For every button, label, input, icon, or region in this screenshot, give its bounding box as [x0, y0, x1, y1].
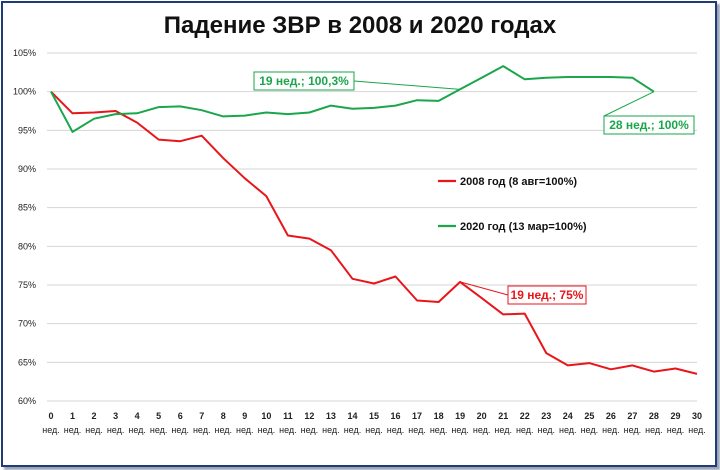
x-tick-label: 6 [178, 411, 183, 421]
x-tick-label: 19 [455, 411, 465, 421]
y-tick-label: 105% [13, 48, 36, 58]
x-tick-unit: нед. [322, 425, 340, 435]
x-tick-label: 5 [156, 411, 161, 421]
x-tick-unit: нед. [42, 425, 60, 435]
y-tick-label: 80% [18, 241, 36, 251]
x-tick-unit: нед. [516, 425, 534, 435]
callout-box [507, 285, 587, 305]
x-tick-unit: нед. [645, 425, 663, 435]
y-tick-label: 85% [18, 203, 36, 213]
x-tick-label: 20 [477, 411, 487, 421]
x-tick-unit: нед. [602, 425, 620, 435]
callout-label: 28 нед.; 100% [609, 118, 689, 132]
x-tick-label: 0 [48, 411, 53, 421]
legend-label: 2008 год (8 авг=100%) [460, 176, 577, 188]
x-tick-label: 11 [283, 411, 293, 421]
callout-leader [603, 91, 655, 117]
y-tick-label: 90% [18, 164, 36, 174]
x-tick-label: 2 [92, 411, 97, 421]
x-tick-label: 22 [520, 411, 530, 421]
x-tick-unit: нед. [107, 425, 125, 435]
x-tick-unit: нед. [258, 425, 276, 435]
x-tick-label: 10 [261, 411, 271, 421]
callout-label: 19 нед.; 100,3% [259, 74, 349, 88]
x-tick-unit: нед. [451, 425, 469, 435]
callout-box [253, 71, 355, 91]
x-tick-label: 4 [135, 411, 140, 421]
series-line-2008 [50, 90, 698, 375]
x-tick-label: 1 [70, 411, 75, 421]
x-tick-label: 9 [242, 411, 247, 421]
x-tick-label: 14 [347, 411, 357, 421]
x-tick-unit: нед. [624, 425, 642, 435]
x-tick-unit: нед. [344, 425, 362, 435]
x-tick-label: 3 [113, 411, 118, 421]
x-tick-label: 17 [412, 411, 422, 421]
x-tick-unit: нед. [279, 425, 297, 435]
x-tick-label: 21 [498, 411, 508, 421]
x-tick-unit: нед. [667, 425, 685, 435]
x-tick-unit: нед. [408, 425, 426, 435]
x-tick-label: 7 [199, 411, 204, 421]
callout-label: 19 нед.; 75% [511, 288, 584, 302]
x-tick-label: 26 [606, 411, 616, 421]
x-tick-label: 15 [369, 411, 379, 421]
x-tick-label: 13 [326, 411, 336, 421]
callout-box [603, 115, 695, 135]
x-tick-unit: нед. [559, 425, 577, 435]
callout-leader [460, 281, 509, 296]
x-tick-unit: нед. [688, 425, 706, 435]
y-tick-label: 65% [18, 357, 36, 367]
x-tick-unit: нед. [473, 425, 491, 435]
y-tick-label: 95% [18, 125, 36, 135]
y-axis: 60% 65% 70% 75% 80% 85% 90% 95% 100% 105% [13, 48, 36, 406]
y-tick-label: 60% [18, 396, 36, 406]
x-tick-unit: нед. [171, 425, 189, 435]
y-tick-label: 100% [13, 87, 36, 97]
x-tick-unit: нед. [236, 425, 254, 435]
y-tick-label: 70% [18, 319, 36, 329]
x-tick-label: 18 [434, 411, 444, 421]
x-tick-label: 28 [649, 411, 659, 421]
y-tick-label: 75% [18, 280, 36, 290]
callout-leader [353, 80, 461, 90]
x-tick-label: 24 [563, 411, 573, 421]
x-tick-label: 12 [304, 411, 314, 421]
annotations: 19 нед.; 100,3% 28 нед.; 100% 19 нед.; 75% [253, 71, 695, 305]
x-tick-label: 29 [670, 411, 680, 421]
x-tick-unit: нед. [430, 425, 448, 435]
x-tick-label: 8 [221, 411, 226, 421]
legend: 2008 год (8 авг=100%) 2020 год (13 мар=10… [438, 176, 587, 233]
x-tick-unit: нед. [215, 425, 233, 435]
x-tick-unit: нед. [494, 425, 512, 435]
x-tick-label: 16 [391, 411, 401, 421]
x-tick-unit: нед. [301, 425, 319, 435]
x-tick-unit: нед. [365, 425, 383, 435]
x-tick-unit: нед. [128, 425, 146, 435]
series-lines [50, 65, 698, 375]
x-tick-label: 27 [627, 411, 637, 421]
legend-label: 2020 год (13 мар=100%) [460, 221, 587, 233]
x-tick-unit: нед. [387, 425, 405, 435]
chart-title: Падение ЗВР в 2008 и 2020 годах [164, 12, 557, 39]
x-tick-unit: нед. [64, 425, 82, 435]
x-tick-unit: нед. [85, 425, 103, 435]
x-tick-label: 25 [584, 411, 594, 421]
x-tick-unit: нед. [150, 425, 168, 435]
x-tick-label: 30 [692, 411, 702, 421]
x-tick-label: 23 [541, 411, 551, 421]
x-axis: 0 нед. 1 нед. 2 нед. 3 нед. 4 нед. 5 нед. 6 нед. 7 нед.… [42, 411, 706, 435]
x-tick-unit: нед. [193, 425, 211, 435]
x-tick-unit: нед. [581, 425, 599, 435]
series-line-2020 [50, 65, 655, 133]
x-tick-unit: нед. [538, 425, 556, 435]
gridlines [47, 52, 697, 402]
